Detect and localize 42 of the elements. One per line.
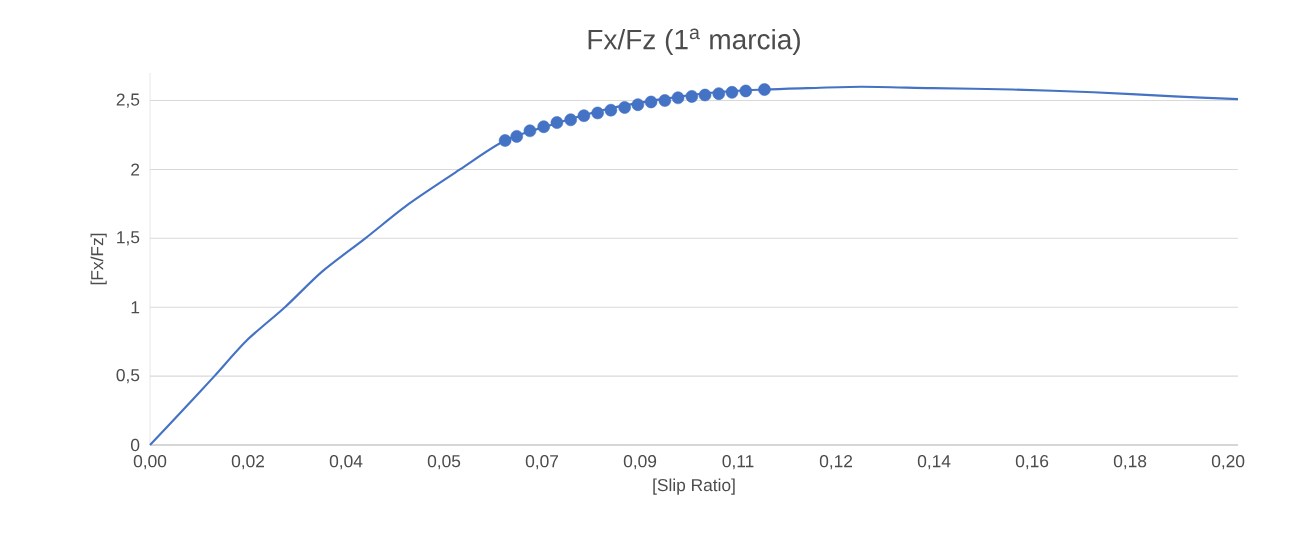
point: [758, 83, 771, 96]
point: [658, 94, 672, 107]
x-tick-label: 0,11: [722, 455, 754, 470]
point: [644, 95, 658, 109]
x-tick-label: 0,18: [1113, 455, 1147, 470]
line-series: [148, 85, 1240, 447]
point: [498, 134, 512, 147]
point: [698, 88, 712, 102]
point: [510, 130, 523, 143]
x-tick-label: 0,14: [917, 455, 951, 470]
y-tick-label: 1,5: [117, 231, 140, 246]
y-axis-title: [Fx/Fz]: [90, 233, 107, 285]
y-tick-label: 0: [130, 438, 140, 452]
x-tick-label: 0,02: [231, 455, 264, 470]
y-tick-label: 2,5: [116, 93, 140, 108]
x-tick-label: 0,07: [525, 455, 559, 470]
point: [712, 87, 726, 100]
chart-title: Fx/Fz (1$^{a}$ marcia): [588, 28, 800, 55]
point: [671, 91, 685, 105]
point: [537, 120, 550, 133]
y-tick-label: 0,5: [116, 368, 140, 384]
point: [631, 98, 645, 111]
x-tick-label: 0,09: [623, 455, 657, 470]
x-tick-label: 0,00: [133, 455, 167, 470]
x-tick-label: 0,16: [1015, 455, 1049, 470]
x-tick-label: 0,12: [819, 455, 853, 470]
point: [577, 109, 591, 122]
y-tick-label: 2: [131, 163, 140, 176]
x-tick-label: 0,04: [329, 455, 363, 470]
point: [725, 86, 739, 99]
point: [591, 106, 604, 120]
point: [550, 116, 564, 129]
x-tick-label: 0,20: [1211, 455, 1245, 470]
y-tick-label: 1: [131, 301, 140, 314]
point: [618, 101, 631, 114]
point: [523, 124, 537, 138]
x-tick-label: 0,05: [427, 455, 461, 470]
point: [604, 103, 618, 117]
point: [685, 90, 699, 103]
point: [739, 84, 753, 98]
point: [564, 113, 577, 127]
x-axis-title: [Slip Ratio]: [653, 478, 735, 495]
